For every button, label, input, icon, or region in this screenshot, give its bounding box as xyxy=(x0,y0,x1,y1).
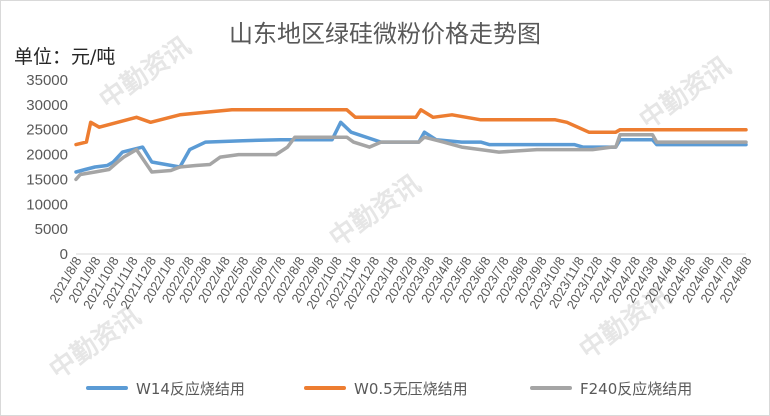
watermark-text: 中勤资讯 xyxy=(634,51,736,135)
y-tick-label: 15000 xyxy=(26,171,68,188)
series-line-0 xyxy=(74,120,748,174)
y-tick-label: 35000 xyxy=(26,72,68,89)
legend-item-f240: F240反应烧结用 xyxy=(530,377,692,399)
watermark-text: 中勤资讯 xyxy=(324,169,426,253)
y-tick-label: 25000 xyxy=(26,122,68,139)
series-line-1 xyxy=(74,108,748,147)
y-tick-label: 5000 xyxy=(35,221,68,238)
y-unit-label: 单位：元/吨 xyxy=(14,46,116,68)
legend-swatch-f240 xyxy=(530,386,572,390)
legend-label-w05: W0.5无压烧结用 xyxy=(354,379,468,398)
y-tick-label: 0 xyxy=(60,246,68,263)
y-tick-label: 30000 xyxy=(26,97,68,114)
legend-label-w14: W14反应烧结用 xyxy=(136,379,245,398)
chart-title: 山东地区绿硅微粉价格走势图 xyxy=(229,20,541,48)
watermark-text: 中勤资讯 xyxy=(44,301,146,385)
legend-item-w14: W14反应烧结用 xyxy=(86,377,245,399)
series-line-2 xyxy=(74,132,748,182)
y-tick-label: 10000 xyxy=(26,196,68,213)
legend-label-f240: F240反应烧结用 xyxy=(580,379,693,398)
legend-swatch-w14 xyxy=(86,386,128,390)
legend-item-w05: W0.5无压烧结用 xyxy=(304,377,468,399)
y-tick-label: 20000 xyxy=(26,147,68,164)
legend-swatch-w05 xyxy=(304,386,346,390)
